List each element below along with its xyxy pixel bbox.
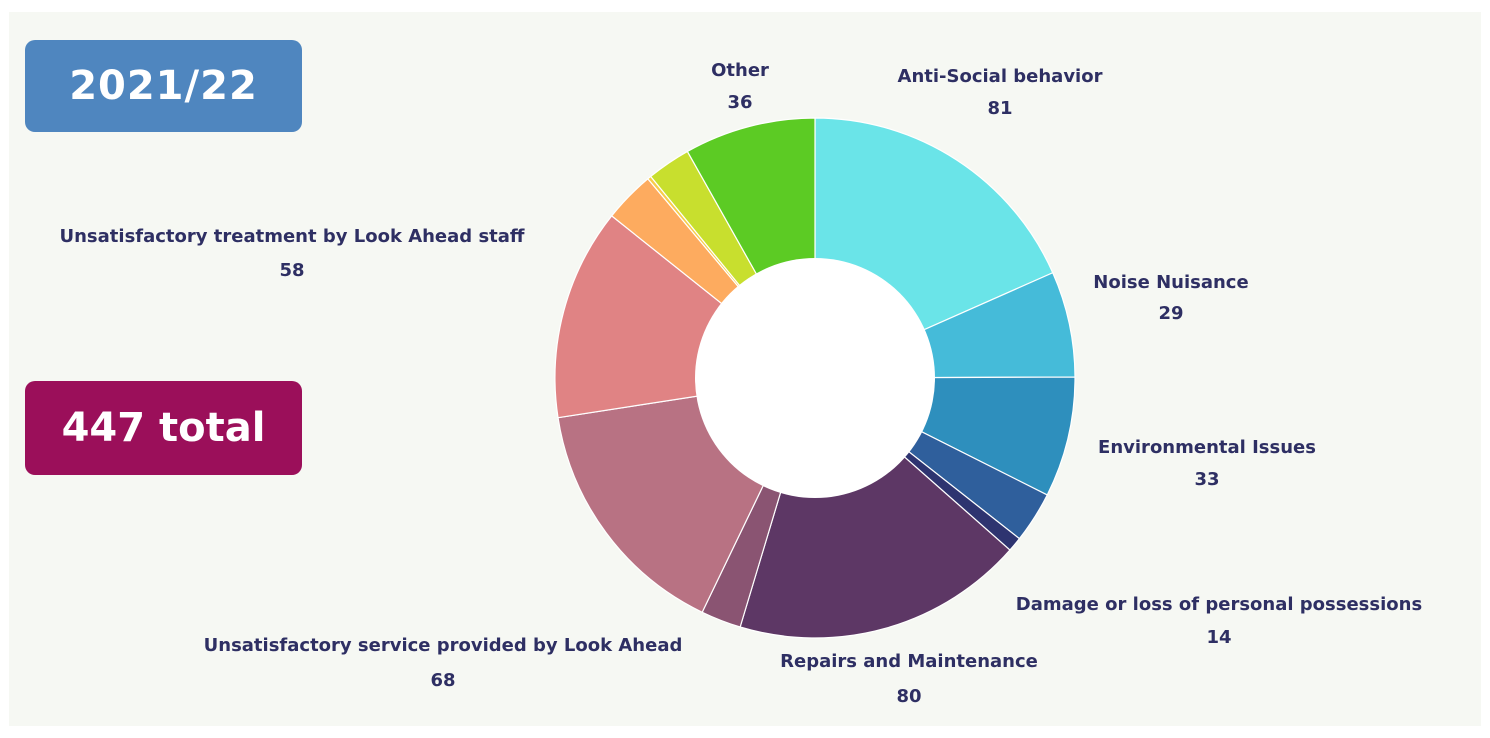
label-value-unsatisfactory-treatment-by-look-ahead-staff: 58 bbox=[279, 260, 304, 281]
label-value-repairs-and-maintenance: 80 bbox=[896, 686, 921, 707]
label-name-anti-social-behavior: Anti-Social behavior bbox=[898, 66, 1103, 87]
label-name-noise-nuisance: Noise Nuisance bbox=[1093, 272, 1248, 293]
donut-hole bbox=[695, 258, 935, 498]
label-value-unsatisfactory-service-provided-by-look-ahead: 68 bbox=[430, 670, 455, 691]
total-badge: 447 total bbox=[25, 381, 302, 475]
label-value-damage-or-loss-of-personal-possessions: 14 bbox=[1206, 627, 1231, 648]
label-value-other: 36 bbox=[727, 92, 752, 113]
label-name-repairs-and-maintenance: Repairs and Maintenance bbox=[780, 651, 1038, 672]
label-value-environmental-issues: 33 bbox=[1194, 469, 1219, 490]
label-name-other: Other bbox=[711, 60, 769, 81]
label-name-environmental-issues: Environmental Issues bbox=[1098, 437, 1316, 458]
year-badge: 2021/22 bbox=[25, 40, 302, 132]
label-value-anti-social-behavior: 81 bbox=[987, 98, 1012, 119]
label-name-damage-or-loss-of-personal-possessions: Damage or loss of personal possessions bbox=[1016, 594, 1422, 615]
label-name-unsatisfactory-service-provided-by-look-ahead: Unsatisfactory service provided by Look … bbox=[204, 635, 683, 656]
label-name-unsatisfactory-treatment-by-look-ahead-staff: Unsatisfactory treatment by Look Ahead s… bbox=[60, 226, 525, 247]
label-value-noise-nuisance: 29 bbox=[1158, 303, 1183, 324]
slice-labels: Other 36 Anti-Social behavior 81 Noise Nuisa… bbox=[60, 60, 1423, 707]
